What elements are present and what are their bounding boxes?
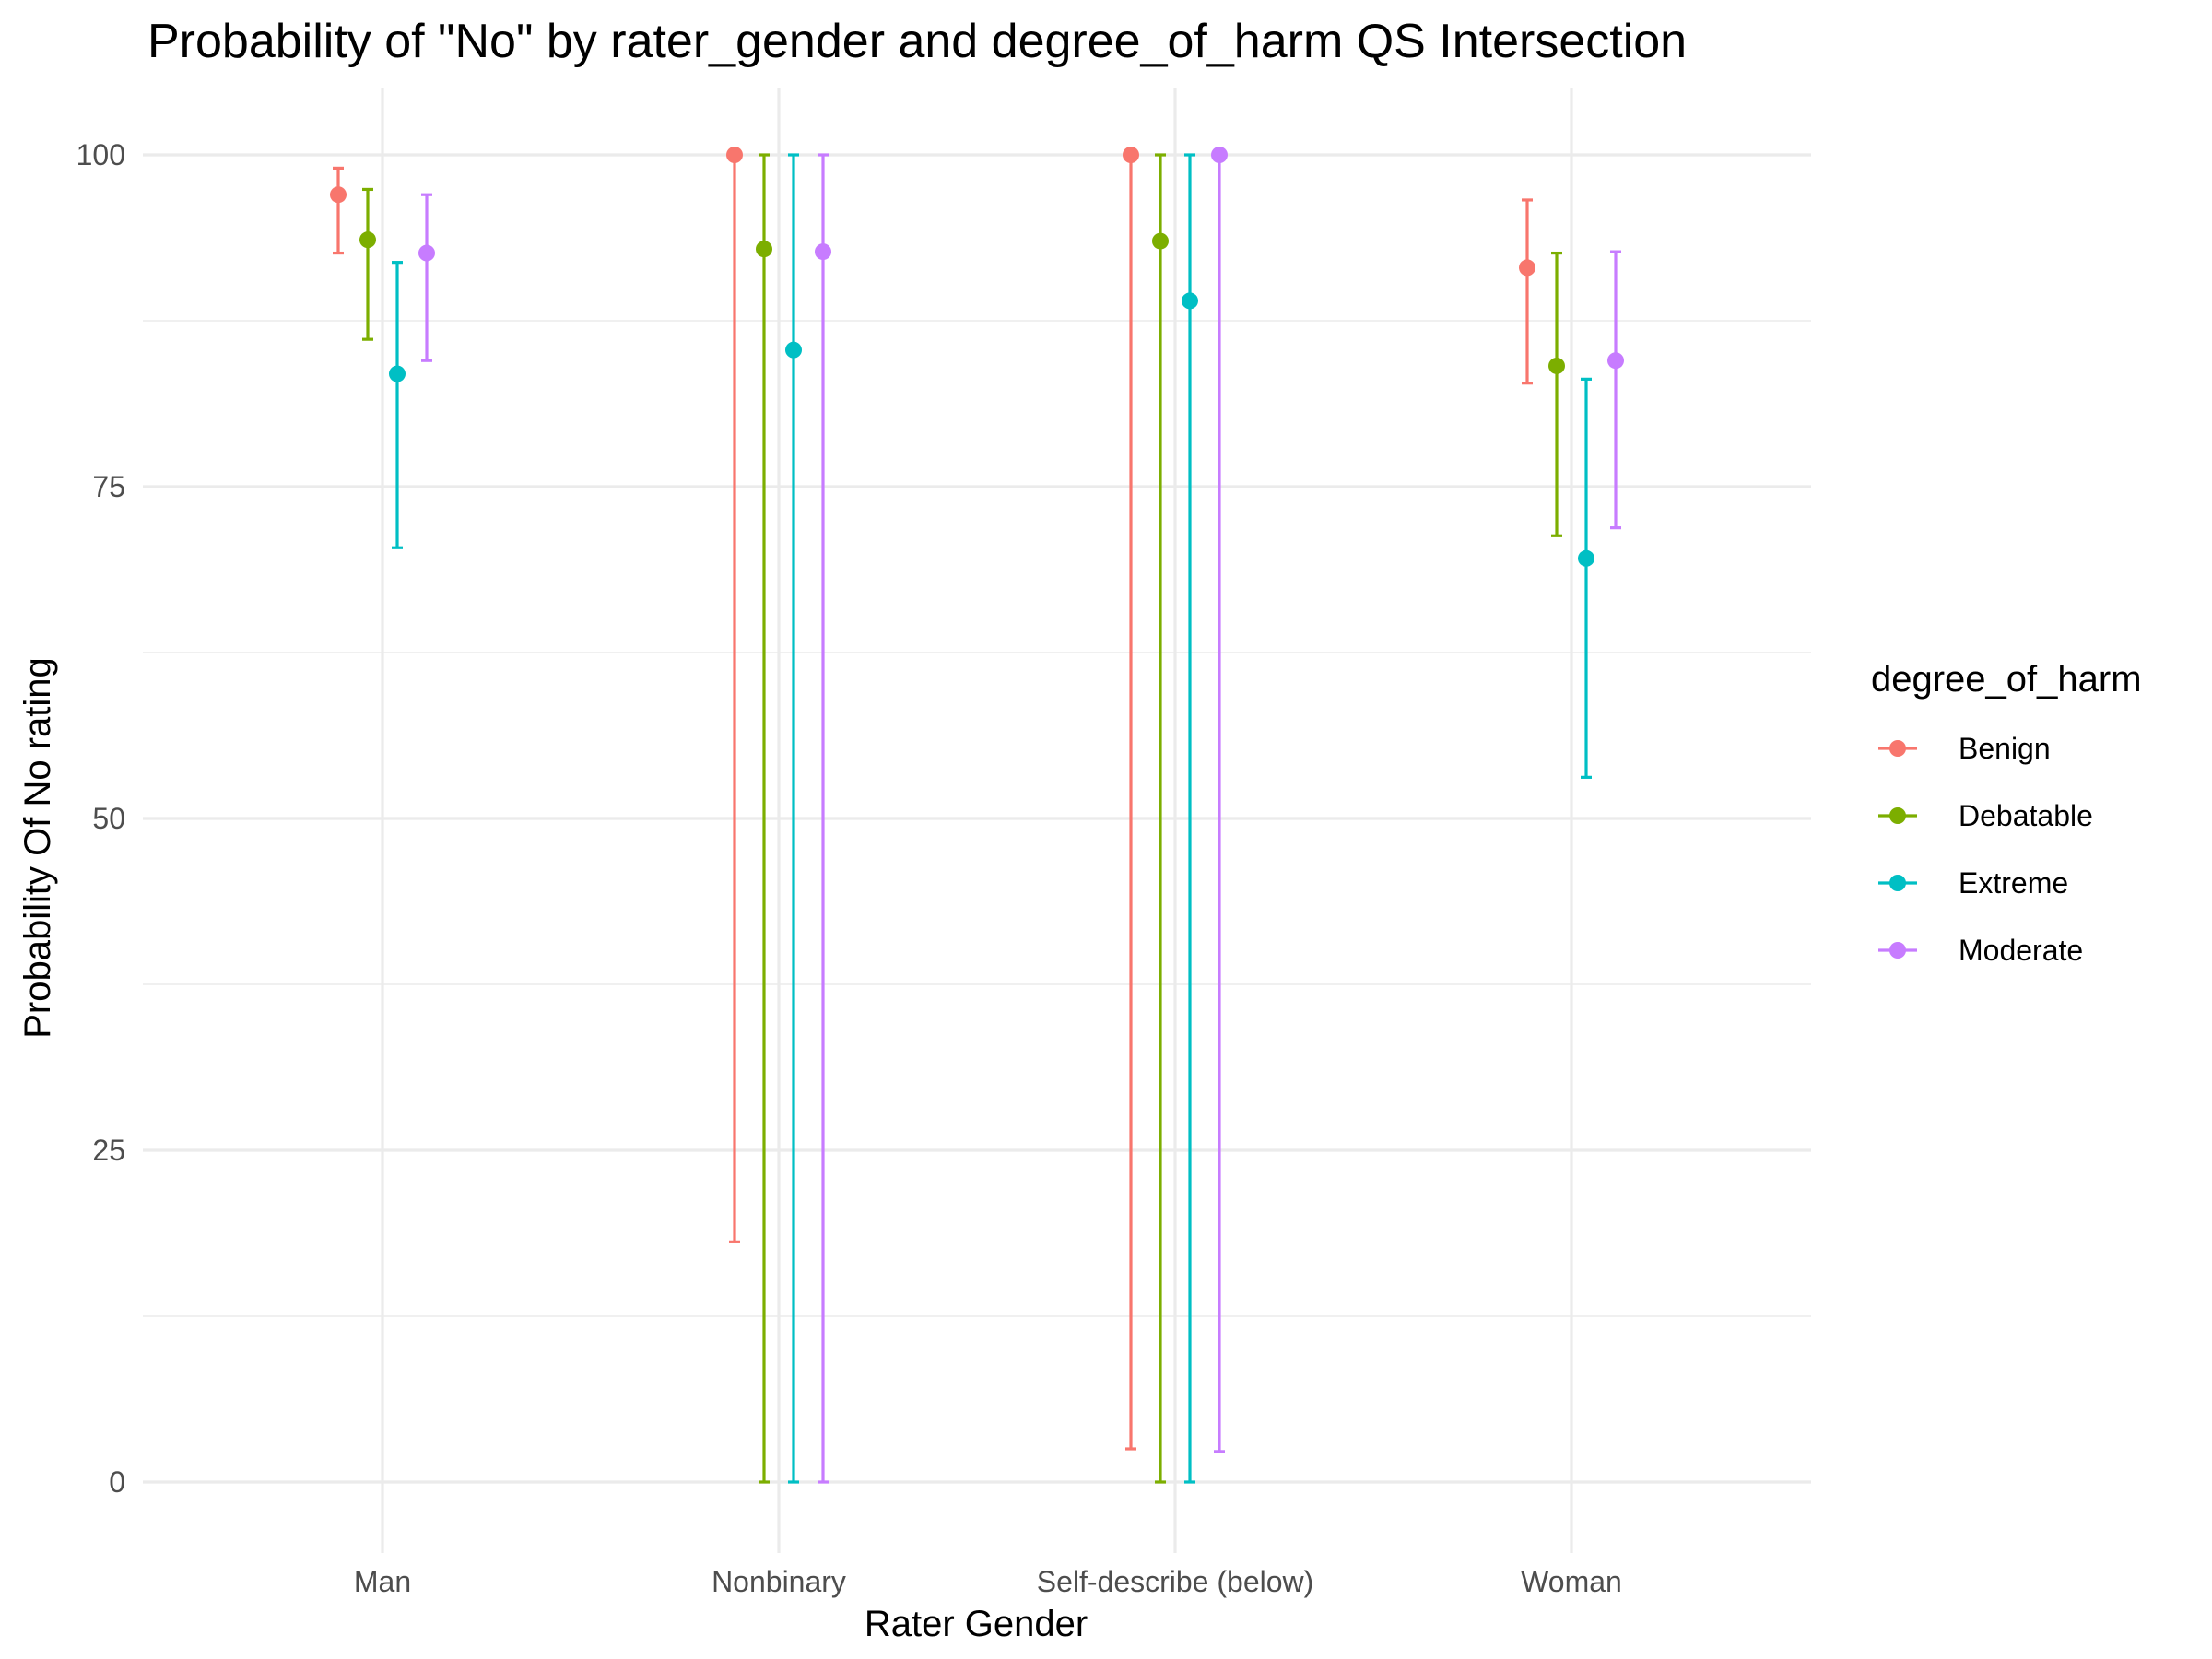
y-tick-label: 100 xyxy=(76,138,125,171)
series-moderate xyxy=(418,147,1624,1484)
axes: 0 25 50 75 100 Man Nonbinary Self-describe (bel… xyxy=(76,138,1622,1598)
series-benign xyxy=(330,147,1535,1451)
legend-item-benign: Benign xyxy=(1878,732,2051,765)
plot-marks xyxy=(330,147,1624,1484)
legend-label-extreme: Extreme xyxy=(1959,866,2068,900)
x-tick-label-man: Man xyxy=(354,1565,411,1598)
point-moderate-man xyxy=(418,244,435,262)
y-tick-label: 50 xyxy=(92,802,125,835)
legend-key-point xyxy=(1889,875,1906,891)
y-axis-title: Probability Of No rating xyxy=(18,657,58,1039)
x-tick-label-self-describe-below: Self-describe (below) xyxy=(1037,1565,1314,1598)
x-tick-label-woman: Woman xyxy=(1521,1565,1622,1598)
legend-key-point xyxy=(1889,807,1906,824)
point-benign-nonbinary xyxy=(726,147,743,163)
chart-title: Probability of "No" by rater_gender and … xyxy=(147,15,1687,68)
legend-title: degree_of_harm xyxy=(1871,659,2142,700)
legend-label-benign: Benign xyxy=(1959,732,2051,765)
y-tick-label: 75 xyxy=(92,470,125,503)
legend-key-point xyxy=(1889,942,1906,959)
legend-label-moderate: Moderate xyxy=(1959,934,2083,967)
legend: degree_of_harm Benign Debatable Extreme Mode… xyxy=(1871,659,2142,967)
point-moderate-nonbinary xyxy=(815,243,831,261)
legend-item-moderate: Moderate xyxy=(1878,934,2083,967)
point-debatable-woman xyxy=(1548,357,1565,374)
series-extreme xyxy=(389,153,1594,1484)
point-moderate-woman xyxy=(1607,352,1624,370)
point-debatable-nonbinary xyxy=(756,241,772,258)
point-debatable-self-describe-below xyxy=(1152,232,1169,250)
point-moderate-self-describe-below xyxy=(1211,147,1228,163)
point-benign-man xyxy=(330,186,347,204)
y-tick-label: 25 xyxy=(92,1134,125,1167)
point-extreme-woman xyxy=(1578,549,1594,567)
point-benign-self-describe-below xyxy=(1123,147,1139,163)
series-debatable xyxy=(359,153,1565,1484)
legend-key-point xyxy=(1889,740,1906,757)
legend-label-debatable: Debatable xyxy=(1959,799,2093,832)
point-extreme-nonbinary xyxy=(785,341,802,359)
y-tick-label: 0 xyxy=(109,1465,125,1499)
grid xyxy=(143,88,1811,1553)
point-extreme-man xyxy=(389,365,406,382)
point-extreme-self-describe-below xyxy=(1182,292,1198,310)
legend-item-debatable: Debatable xyxy=(1878,799,2093,832)
point-debatable-man xyxy=(359,231,376,249)
legend-item-extreme: Extreme xyxy=(1878,866,2068,900)
x-tick-label-nonbinary: Nonbinary xyxy=(712,1565,846,1598)
x-axis-title: Rater Gender xyxy=(865,1604,1088,1644)
point-benign-woman xyxy=(1519,259,1535,276)
